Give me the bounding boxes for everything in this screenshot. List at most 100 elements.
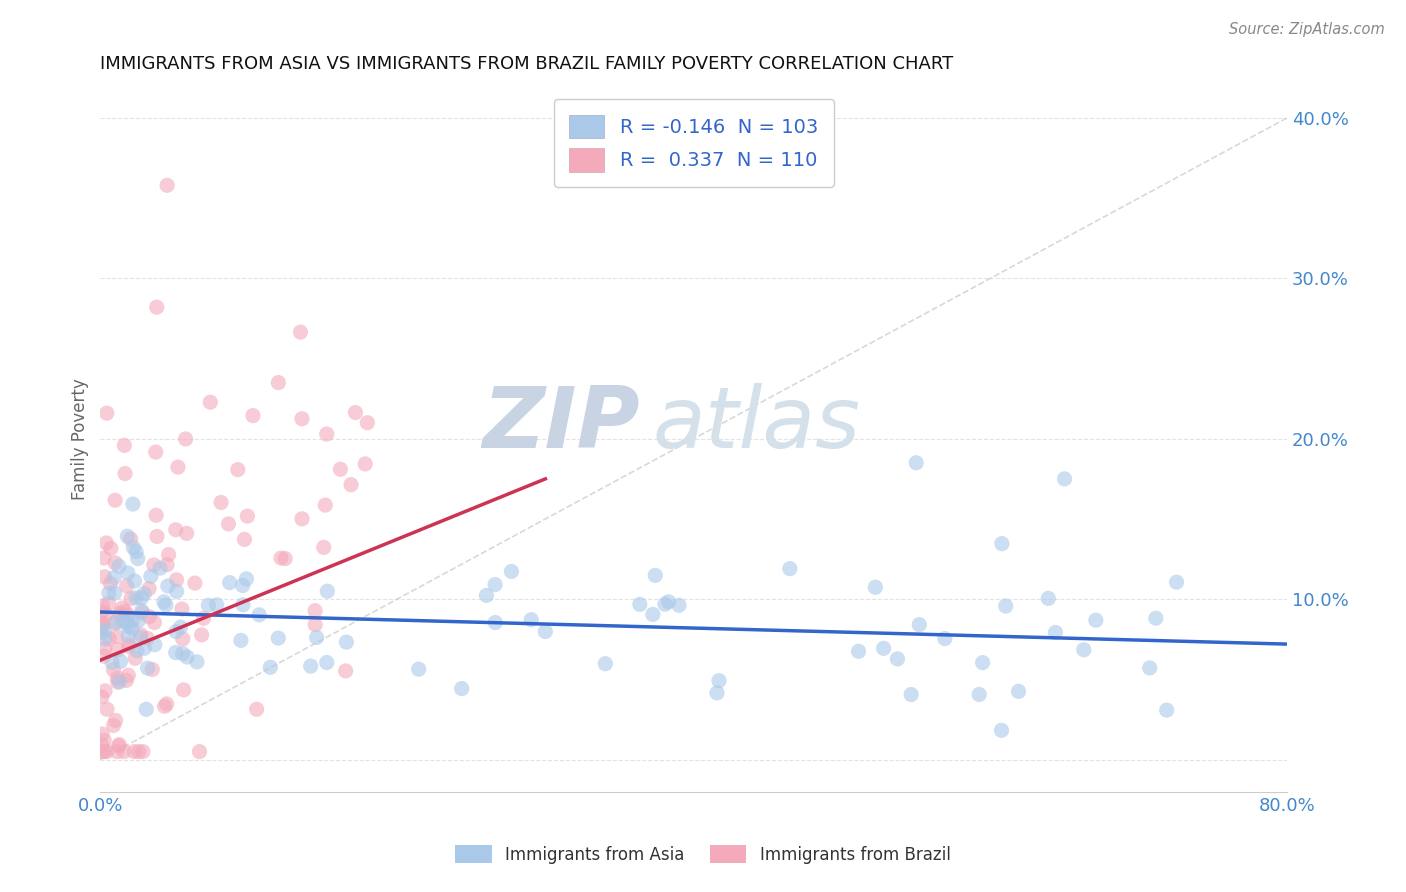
Legend: R = -0.146  N = 103, R =  0.337  N = 110: R = -0.146 N = 103, R = 0.337 N = 110: [554, 99, 834, 187]
Point: [125, 544, 148, 558]
Point: [232, 598, 254, 612]
Point: [197, 599, 219, 613]
Point: [107, 671, 129, 685]
Point: [97, 596, 120, 610]
Point: [872, 641, 894, 656]
Point: [291, 512, 314, 526]
Point: [156, 579, 179, 593]
Point: [270, 551, 292, 566]
Point: [304, 604, 326, 618]
Point: [111, 614, 134, 628]
Point: [305, 631, 328, 645]
Point: [174, 432, 197, 446]
Point: [628, 598, 651, 612]
Point: [299, 659, 322, 673]
Point: [218, 575, 240, 590]
Point: [96, 745, 118, 759]
Point: [118, 620, 141, 634]
Point: [129, 631, 152, 645]
Point: [484, 615, 506, 630]
Point: [340, 477, 363, 491]
Point: [644, 568, 666, 582]
Point: [156, 558, 179, 572]
Point: [135, 702, 157, 716]
Point: [172, 632, 194, 646]
Point: [153, 699, 176, 714]
Point: [707, 673, 730, 688]
Point: [105, 629, 128, 643]
Point: [117, 628, 139, 642]
Point: [108, 559, 131, 574]
Point: [121, 622, 143, 636]
Point: [235, 572, 257, 586]
Point: [233, 533, 256, 547]
Point: [115, 615, 138, 629]
Point: [122, 745, 145, 759]
Point: [114, 467, 136, 481]
Point: [450, 681, 472, 696]
Point: [117, 529, 139, 543]
Point: [246, 702, 269, 716]
Point: [110, 654, 132, 668]
Point: [120, 532, 142, 546]
Point: [128, 745, 150, 759]
Point: [125, 591, 148, 605]
Point: [112, 745, 135, 759]
Text: Source: ZipAtlas.com: Source: ZipAtlas.com: [1229, 22, 1385, 37]
Point: [91, 616, 114, 631]
Point: [93, 733, 115, 747]
Point: [96, 702, 118, 716]
Point: [290, 325, 312, 339]
Point: [408, 662, 430, 676]
Point: [104, 615, 127, 630]
Point: [779, 561, 801, 575]
Point: [314, 498, 336, 512]
Point: [218, 516, 240, 531]
Point: [170, 602, 193, 616]
Point: [1073, 642, 1095, 657]
Point: [115, 579, 138, 593]
Point: [156, 697, 179, 711]
Point: [118, 640, 141, 654]
Point: [94, 607, 117, 622]
Point: [93, 649, 115, 664]
Point: [236, 509, 259, 524]
Point: [107, 675, 129, 690]
Point: [267, 376, 290, 390]
Point: [1144, 611, 1167, 625]
Point: [98, 632, 121, 646]
Point: [848, 644, 870, 658]
Point: [134, 587, 156, 601]
Point: [1166, 575, 1188, 590]
Point: [145, 300, 167, 314]
Point: [356, 416, 378, 430]
Point: [93, 570, 115, 584]
Point: [259, 660, 281, 674]
Point: [155, 598, 177, 612]
Text: IMMIGRANTS FROM ASIA VS IMMIGRANTS FROM BRAZIL FAMILY POVERTY CORRELATION CHART: IMMIGRANTS FROM ASIA VS IMMIGRANTS FROM …: [100, 55, 953, 73]
Point: [100, 541, 122, 556]
Point: [117, 637, 139, 651]
Point: [900, 688, 922, 702]
Point: [142, 558, 165, 572]
Point: [103, 663, 125, 677]
Point: [94, 683, 117, 698]
Point: [104, 615, 127, 630]
Point: [131, 606, 153, 620]
Point: [226, 463, 249, 477]
Point: [91, 620, 114, 634]
Point: [304, 617, 326, 632]
Point: [534, 624, 557, 639]
Point: [104, 586, 127, 600]
Point: [344, 405, 367, 419]
Point: [967, 688, 990, 702]
Point: [117, 566, 139, 580]
Point: [94, 632, 117, 646]
Point: [335, 664, 357, 678]
Point: [94, 641, 117, 656]
Point: [165, 523, 187, 537]
Point: [1038, 591, 1060, 606]
Point: [657, 595, 679, 609]
Point: [91, 738, 114, 752]
Point: [108, 607, 131, 621]
